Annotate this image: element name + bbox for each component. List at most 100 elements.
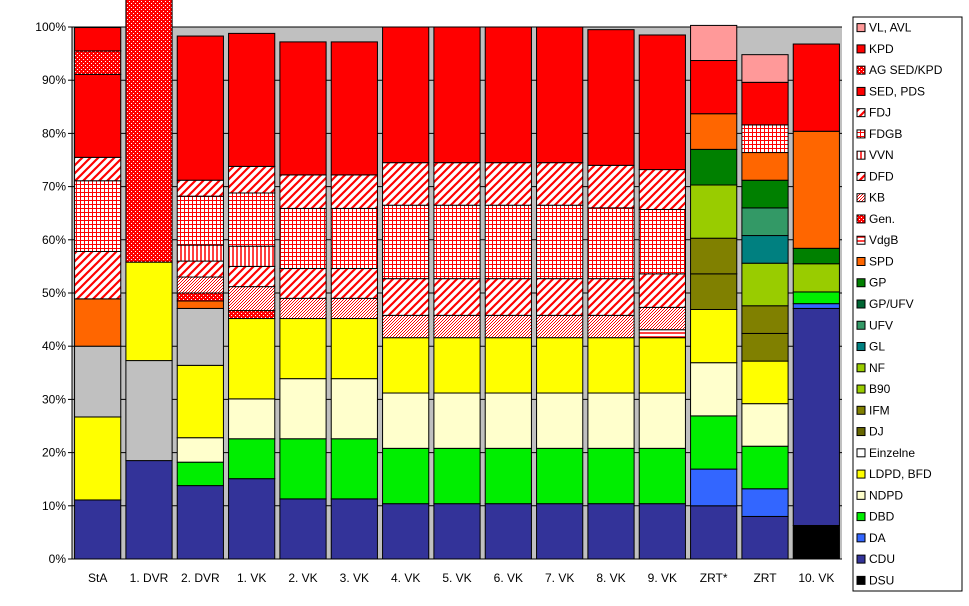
- x-axis: StA 1. DVR 2. DVR 1. VK 2. VK 3. VK 4. VK 5. VK…: [72, 558, 842, 585]
- bar-segment: [638, 208, 686, 275]
- legend-label: VVN: [869, 148, 894, 162]
- bar-segment: [741, 262, 789, 307]
- legend-swatch: [856, 363, 866, 373]
- bar-segment: [74, 251, 122, 300]
- legend-label: GL: [869, 340, 885, 354]
- bar-segment: [433, 314, 481, 339]
- legend-label: SPD: [869, 254, 894, 268]
- y-tick-label: 100%: [35, 20, 66, 34]
- bar-segment: [330, 41, 378, 176]
- legend-label: Gen.: [869, 212, 895, 226]
- bar-segment: [536, 337, 584, 394]
- bar-segment: [587, 337, 635, 394]
- bar-segment: [433, 503, 481, 560]
- bar-segment: [484, 162, 532, 206]
- bar-segment: [176, 35, 224, 181]
- bar-segment: [484, 447, 532, 505]
- bar-segment: [382, 447, 430, 505]
- bar-segment: [484, 314, 532, 339]
- bar-segment: [741, 152, 789, 181]
- bar-segment: [330, 268, 378, 299]
- bar-segment: [690, 308, 738, 364]
- legend-swatch: [856, 575, 866, 585]
- bar-segment: [279, 41, 327, 176]
- legend-swatch: [856, 23, 866, 33]
- bar-segment: [433, 26, 481, 164]
- bar-segment: [228, 165, 276, 194]
- bar-segment: [690, 60, 738, 115]
- legend-swatch: [856, 108, 866, 118]
- bar-segment: [382, 162, 430, 206]
- bar-segment: [228, 245, 276, 267]
- bar-segment: [587, 278, 635, 316]
- legend-label: KB: [869, 191, 885, 205]
- y-tick-label: 60%: [42, 233, 66, 247]
- bar-segment: [690, 362, 738, 417]
- y-tick-label: 10%: [42, 499, 66, 513]
- bar-segment: [587, 314, 635, 339]
- bar-segment: [176, 437, 224, 463]
- bar-segment: [587, 392, 635, 449]
- legend-swatch: [856, 256, 866, 266]
- bar-segment: [279, 297, 327, 320]
- x-tick-label: 2. VK: [288, 571, 317, 585]
- legend-label: FDJ: [869, 106, 891, 120]
- bar-segment: [741, 81, 789, 126]
- bar-segment: [536, 26, 584, 164]
- bar-segment: [690, 113, 738, 150]
- bar-segment: [74, 298, 122, 347]
- bar-segment: [228, 265, 276, 288]
- legend-label: SED, PDS: [869, 84, 925, 98]
- bar-segment: [330, 297, 378, 320]
- bar-segment: [690, 148, 738, 186]
- bar-segment: [382, 26, 430, 164]
- legend-label: NF: [869, 361, 885, 375]
- y-tick-label: 70%: [42, 180, 66, 194]
- bar-segment: [176, 364, 224, 439]
- bar-segment: [536, 204, 584, 280]
- legend-label: Einzelne: [869, 446, 915, 460]
- bar-segment: [125, 360, 173, 462]
- bar-segment: [741, 124, 789, 154]
- bar-segment: [792, 247, 840, 265]
- bar-segment: [484, 278, 532, 316]
- y-tick-label: 80%: [42, 126, 66, 140]
- legend-label: GP: [869, 276, 886, 290]
- x-tick-label: 1. VK: [237, 571, 266, 585]
- bar-segment: [176, 307, 224, 366]
- y-tick-label: 30%: [42, 392, 66, 406]
- bar-segment: [690, 505, 738, 560]
- legend-label: DBD: [869, 510, 895, 524]
- bar-segment: [125, 261, 173, 362]
- bar-segment: [536, 278, 584, 316]
- bar-segment: [638, 503, 686, 560]
- bar-segment: [587, 164, 635, 209]
- y-tick-label: 50%: [42, 286, 66, 300]
- bar-segment: [176, 195, 224, 246]
- y-tick-label: 0%: [49, 552, 67, 566]
- bar-segment: [279, 174, 327, 209]
- x-tick-label: 9. VK: [648, 571, 677, 585]
- x-tick-label: ZRT: [753, 571, 777, 585]
- bar-segment: [741, 305, 789, 334]
- bar-segment: [330, 498, 378, 560]
- bar-segment: [74, 180, 122, 253]
- bar-segment: [228, 32, 276, 167]
- bar-segment: [433, 204, 481, 280]
- x-tick-label: 2. DVR: [181, 571, 220, 585]
- legend-swatch: [856, 512, 866, 522]
- x-tick-label: 8. VK: [596, 571, 625, 585]
- bar-segment: [228, 318, 276, 400]
- bar-segment: [279, 378, 327, 440]
- legend-label: VL, AVL: [869, 21, 912, 35]
- x-tick-label: 7. VK: [545, 571, 574, 585]
- bar-segment: [433, 278, 481, 316]
- legend-swatch: [856, 384, 866, 394]
- bar-segment: [279, 268, 327, 299]
- bar-segment: [792, 130, 840, 249]
- bar-segment: [792, 303, 840, 309]
- bar-segment: [741, 488, 789, 517]
- bar-segment: [741, 360, 789, 405]
- bar-segment: [484, 503, 532, 560]
